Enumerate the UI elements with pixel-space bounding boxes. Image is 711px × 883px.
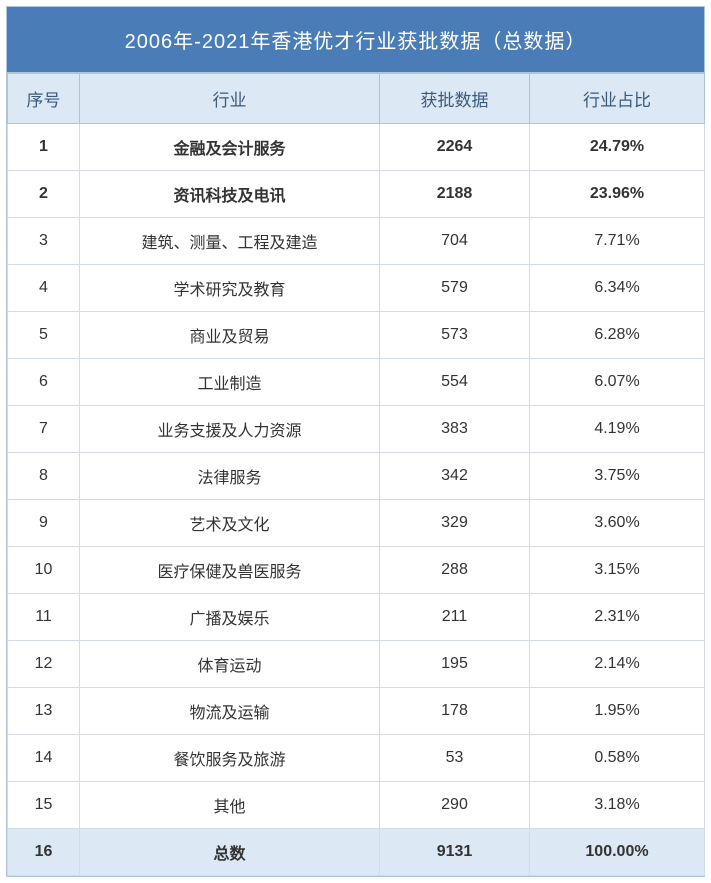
col-header-count: 获批数据 <box>380 74 530 124</box>
table-row: 10医疗保健及兽医服务2883.15% <box>8 547 705 594</box>
table-row: 6工业制造5546.07% <box>8 359 705 406</box>
cell-percent: 1.95% <box>530 688 705 735</box>
cell-seq: 7 <box>8 406 80 453</box>
cell-count: 554 <box>380 359 530 406</box>
cell-industry: 广播及娱乐 <box>80 594 380 641</box>
total-row: 16总数9131100.00% <box>8 829 705 876</box>
cell-seq: 11 <box>8 594 80 641</box>
cell-seq: 10 <box>8 547 80 594</box>
cell-seq: 1 <box>8 124 80 171</box>
cell-percent: 7.71% <box>530 218 705 265</box>
table-row: 12体育运动1952.14% <box>8 641 705 688</box>
cell-industry: 法律服务 <box>80 453 380 500</box>
table-row: 13物流及运输1781.95% <box>8 688 705 735</box>
table-row: 15其他2903.18% <box>8 782 705 829</box>
col-header-percent: 行业占比 <box>530 74 705 124</box>
table-row: 8法律服务3423.75% <box>8 453 705 500</box>
cell-seq: 15 <box>8 782 80 829</box>
table-row: 1金融及会计服务226424.79% <box>8 124 705 171</box>
cell-count: 342 <box>380 453 530 500</box>
cell-industry: 商业及贸易 <box>80 312 380 359</box>
cell-industry: 资讯科技及电讯 <box>80 171 380 218</box>
table-row: 14餐饮服务及旅游530.58% <box>8 735 705 782</box>
cell-count: 9131 <box>380 829 530 876</box>
cell-industry: 其他 <box>80 782 380 829</box>
cell-seq: 4 <box>8 265 80 312</box>
cell-seq: 6 <box>8 359 80 406</box>
cell-count: 2188 <box>380 171 530 218</box>
table-row: 7业务支援及人力资源3834.19% <box>8 406 705 453</box>
cell-count: 53 <box>380 735 530 782</box>
cell-seq: 3 <box>8 218 80 265</box>
table-row: 4学术研究及教育5796.34% <box>8 265 705 312</box>
cell-industry: 学术研究及教育 <box>80 265 380 312</box>
cell-industry: 体育运动 <box>80 641 380 688</box>
col-header-industry: 行业 <box>80 74 380 124</box>
cell-count: 288 <box>380 547 530 594</box>
col-header-seq: 序号 <box>8 74 80 124</box>
cell-seq: 9 <box>8 500 80 547</box>
cell-percent: 23.96% <box>530 171 705 218</box>
cell-percent: 3.60% <box>530 500 705 547</box>
table-row: 2资讯科技及电讯218823.96% <box>8 171 705 218</box>
cell-industry: 物流及运输 <box>80 688 380 735</box>
table-row: 11广播及娱乐2112.31% <box>8 594 705 641</box>
cell-count: 290 <box>380 782 530 829</box>
cell-percent: 6.07% <box>530 359 705 406</box>
cell-seq: 13 <box>8 688 80 735</box>
cell-percent: 6.28% <box>530 312 705 359</box>
cell-percent: 6.34% <box>530 265 705 312</box>
cell-percent: 2.31% <box>530 594 705 641</box>
table-row: 5商业及贸易5736.28% <box>8 312 705 359</box>
cell-count: 178 <box>380 688 530 735</box>
cell-percent: 4.19% <box>530 406 705 453</box>
cell-count: 329 <box>380 500 530 547</box>
cell-percent: 0.58% <box>530 735 705 782</box>
cell-percent: 3.75% <box>530 453 705 500</box>
data-table-container: 2006年-2021年香港优才行业获批数据（总数据） 序号 行业 获批数据 行业… <box>6 6 705 877</box>
cell-percent: 2.14% <box>530 641 705 688</box>
cell-count: 195 <box>380 641 530 688</box>
cell-seq: 2 <box>8 171 80 218</box>
cell-seq: 5 <box>8 312 80 359</box>
cell-count: 383 <box>380 406 530 453</box>
header-row: 序号 行业 获批数据 行业占比 <box>8 74 705 124</box>
cell-count: 573 <box>380 312 530 359</box>
cell-count: 211 <box>380 594 530 641</box>
table-row: 3建筑、测量、工程及建造7047.71% <box>8 218 705 265</box>
cell-percent: 3.15% <box>530 547 705 594</box>
cell-industry: 医疗保健及兽医服务 <box>80 547 380 594</box>
cell-industry: 工业制造 <box>80 359 380 406</box>
cell-industry: 业务支援及人力资源 <box>80 406 380 453</box>
cell-seq: 12 <box>8 641 80 688</box>
cell-percent: 24.79% <box>530 124 705 171</box>
cell-seq: 14 <box>8 735 80 782</box>
cell-seq: 16 <box>8 829 80 876</box>
cell-count: 2264 <box>380 124 530 171</box>
industry-table: 序号 行业 获批数据 行业占比 1金融及会计服务226424.79%2资讯科技及… <box>7 73 705 876</box>
cell-industry: 餐饮服务及旅游 <box>80 735 380 782</box>
cell-count: 579 <box>380 265 530 312</box>
cell-percent: 100.00% <box>530 829 705 876</box>
cell-industry: 建筑、测量、工程及建造 <box>80 218 380 265</box>
cell-industry: 艺术及文化 <box>80 500 380 547</box>
cell-industry: 总数 <box>80 829 380 876</box>
cell-industry: 金融及会计服务 <box>80 124 380 171</box>
cell-count: 704 <box>380 218 530 265</box>
cell-seq: 8 <box>8 453 80 500</box>
cell-percent: 3.18% <box>530 782 705 829</box>
table-row: 9艺术及文化3293.60% <box>8 500 705 547</box>
table-title: 2006年-2021年香港优才行业获批数据（总数据） <box>7 7 704 73</box>
